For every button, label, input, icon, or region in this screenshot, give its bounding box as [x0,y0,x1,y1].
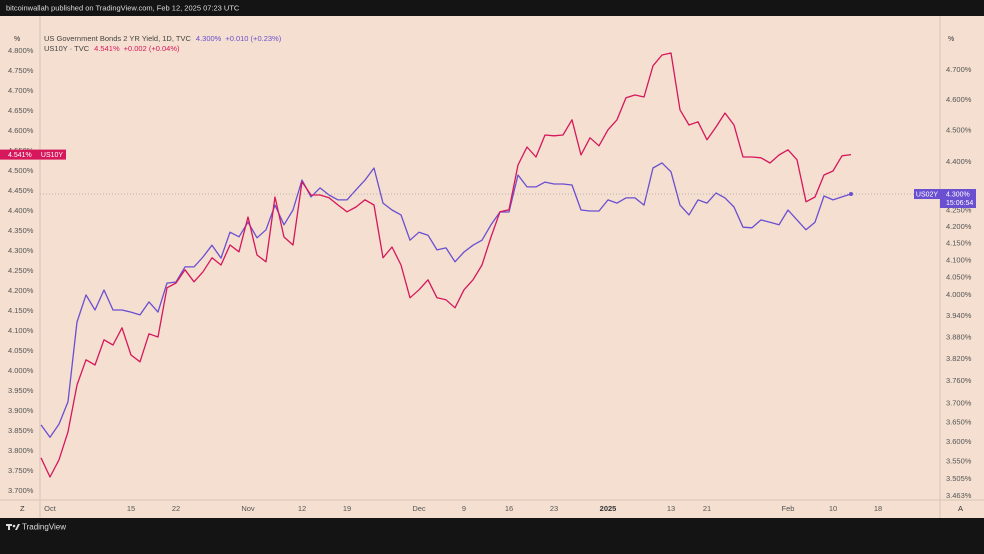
y2-tick-label: 3.550% [946,456,972,465]
x-tick-label: 22 [172,504,180,513]
y-tick-label: 3.850% [8,426,34,435]
corner-right[interactable]: A [958,504,963,513]
y2-tick-label: 3.760% [946,376,972,385]
header-bar [0,0,984,16]
y-tick-label: 3.900% [8,406,34,415]
y2-tick-label: 4.250% [946,205,972,214]
y2-tick-label: 4.150% [946,239,972,248]
price-tag-name: US02Y [916,191,939,198]
x-tick-label: 12 [298,504,306,513]
x-tick-label: 16 [505,504,513,513]
y2-tick-label: 4.500% [946,126,972,135]
y-tick-label: 4.250% [8,266,34,275]
legend-change: +0.002 (+0.04%) [124,44,180,53]
price-tag-value: 4.541% [8,152,32,159]
x-tick-label: 15 [127,504,135,513]
y-tick-label: 3.700% [8,486,34,495]
y-tick-label: 4.450% [8,186,34,195]
y2-tick-label: 3.700% [946,399,972,408]
left-unit: % [14,36,20,43]
price-tag-name-bg [38,149,66,160]
footer-bar [0,518,984,554]
y2-tick-label: 4.050% [946,273,972,282]
y-tick-label: 4.750% [8,66,34,75]
y-tick-label: 3.800% [8,446,34,455]
y2-tick-label: 3.820% [946,354,972,363]
price-tag-name-bg [914,189,940,200]
x-tick-label: 13 [667,504,675,513]
y2-tick-label: 4.600% [946,95,972,104]
header-text: bitcoinwallah published on TradingView.c… [6,3,240,12]
legend-change: +0.010 (+0.23%) [225,34,281,43]
price-tag-name: US10Y [41,152,64,159]
y-tick-label: 3.750% [8,466,34,475]
x-tick-label: Oct [44,504,57,513]
y2-tick-label: 4.400% [946,157,972,166]
chart-background [0,16,984,518]
y-tick-label: 4.700% [8,86,34,95]
y-tick-label: 4.000% [8,366,34,375]
y-tick-label: 4.650% [8,106,34,115]
y-tick-label: 4.150% [8,306,34,315]
y2-tick-label: 3.650% [946,418,972,427]
x-tick-label: 23 [550,504,558,513]
legend-entry: US10Y · TVC 4.541% +0.002 (+0.04%) [44,44,180,53]
series-line [40,52,852,478]
y2-tick-label: 4.000% [946,290,972,299]
y-tick-label: 4.200% [8,286,34,295]
x-tick-label: 19 [343,504,351,513]
legend-name: US10Y · TVC [44,44,90,53]
y2-tick-label: 3.880% [946,332,972,341]
y-tick-label: 4.800% [8,46,34,55]
y-tick-label: 4.400% [8,206,34,215]
x-tick-label: Dec [412,504,426,513]
legend-name: US Government Bonds 2 YR Yield, 1D, TVC [44,34,191,43]
y2-tick-label: 4.700% [946,65,972,74]
y2-tick-label: 4.100% [946,255,972,264]
legend-value: 4.541% [94,44,120,53]
y-tick-label: 4.600% [8,126,34,135]
y-tick-label: 3.950% [8,386,34,395]
x-tick-label: 21 [703,504,711,513]
brand-text: TradingView [22,523,66,532]
x-tick-label: 18 [874,504,882,513]
price-tag-countdown: 15:06:54 [946,200,973,207]
price-tag-bg [940,189,976,209]
y-tick-label: 4.300% [8,246,34,255]
right-unit: % [948,36,954,43]
y2-tick-label: 3.463% [946,491,972,500]
x-tick-label: 10 [829,504,837,513]
legend-value: 4.300% [196,34,222,43]
price-tag-bg [0,149,38,160]
corner-left[interactable]: Z [20,504,25,513]
y2-tick-label: 3.505% [946,474,972,483]
y-tick-label: 4.100% [8,326,34,335]
price-tag-value: 4.300% [946,191,970,198]
y2-tick-label: 3.600% [946,437,972,446]
x-tick-label: 9 [462,504,466,513]
last-point [849,192,853,197]
y-tick-label: 4.500% [8,166,34,175]
x-tick-label: Nov [241,504,255,513]
x-tick-label: 2025 [600,504,617,513]
x-tick-label: Feb [782,504,795,513]
brand-logo [6,524,20,530]
y-tick-label: 4.050% [8,346,34,355]
y2-tick-label: 3.940% [946,311,972,320]
y2-tick-label: 4.200% [946,222,972,231]
legend-entry: US Government Bonds 2 YR Yield, 1D, TVC 4… [44,34,282,43]
y-tick-label: 4.350% [8,226,34,235]
